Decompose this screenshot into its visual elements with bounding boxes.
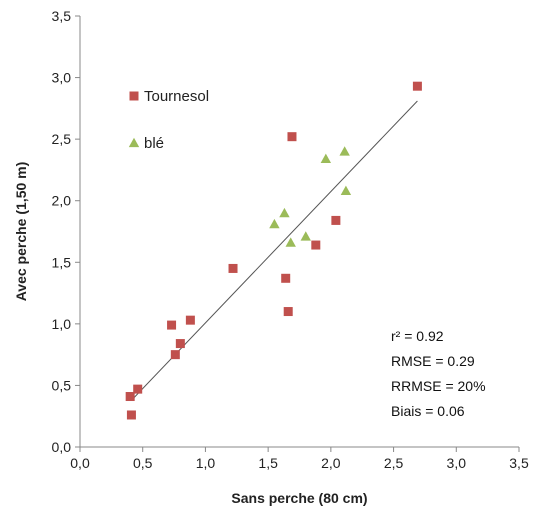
x-tick-label: 0,5 (133, 455, 153, 471)
x-axis-title: Sans perche (80 cm) (231, 490, 367, 506)
y-tick-label: 1,0 (52, 316, 72, 332)
tournesol-point (228, 263, 238, 273)
y-tick-label: 1,5 (52, 254, 72, 270)
tournesol-point (175, 339, 185, 349)
y-tick-label: 3,0 (52, 70, 72, 86)
tournesol-point (311, 240, 321, 250)
ble-point (269, 218, 280, 229)
tournesol-point (281, 273, 291, 283)
regression-line (133, 100, 418, 399)
x-tick-label: 2,0 (321, 455, 341, 471)
ble-point (320, 153, 332, 164)
tournesol-point (185, 315, 195, 325)
tournesol-point (283, 307, 293, 317)
tournesol-point (412, 81, 422, 91)
ble-point (300, 231, 311, 241)
y-tick-label: 3,5 (52, 8, 72, 24)
x-tick-label: 3,0 (447, 455, 467, 471)
ble-point (339, 146, 350, 156)
y-tick-label: 0,0 (52, 439, 72, 455)
tournesol-point (167, 320, 177, 330)
legend-marker-ble (128, 137, 140, 148)
ble-point (340, 185, 352, 196)
ble-point (285, 237, 296, 247)
y-tick-label: 2,0 (52, 193, 72, 209)
legend-label: blé (144, 135, 164, 152)
x-tick-label: 1,5 (258, 455, 278, 471)
stat-line: RMSE = 0.29 (391, 353, 475, 369)
tournesol-point (331, 215, 341, 225)
tournesol-point (170, 350, 180, 360)
x-tick-label: 2,5 (384, 455, 404, 471)
ble-point (279, 207, 290, 218)
y-tick-label: 2,5 (52, 131, 72, 147)
stat-line: r² = 0.92 (391, 328, 444, 344)
stat-line: Biais = 0.06 (391, 403, 465, 419)
legend: Tournesol blé (128, 88, 209, 152)
stat-line: RRMSE = 20% (391, 378, 486, 394)
legend-label: Tournesol (144, 88, 209, 105)
y-tick-label: 0,5 (52, 377, 72, 393)
x-tick-label: 0,0 (70, 455, 90, 471)
stats-annotation: r² = 0.92 RMSE = 0.29 RRMSE = 20% Biais = 0… (391, 328, 486, 419)
tournesol-point (133, 384, 143, 394)
tournesol-point (125, 392, 135, 402)
data-points (125, 81, 422, 420)
axes (75, 15, 520, 452)
tournesol-point (287, 132, 297, 142)
regression-line-group (133, 100, 418, 399)
tournesol-point (126, 410, 136, 420)
tick-labels: 0,0 0,5 1,0 1,5 2,0 2,5 3,0 3,5 0,0 0,5 1,0 1,5 2,0 2… (52, 8, 529, 471)
x-tick-label: 3,5 (509, 455, 529, 471)
legend-marker-tournesol (129, 91, 139, 101)
x-tick-label: 1,0 (196, 455, 216, 471)
y-axis-title: Avec perche (1,50 m) (13, 162, 29, 302)
